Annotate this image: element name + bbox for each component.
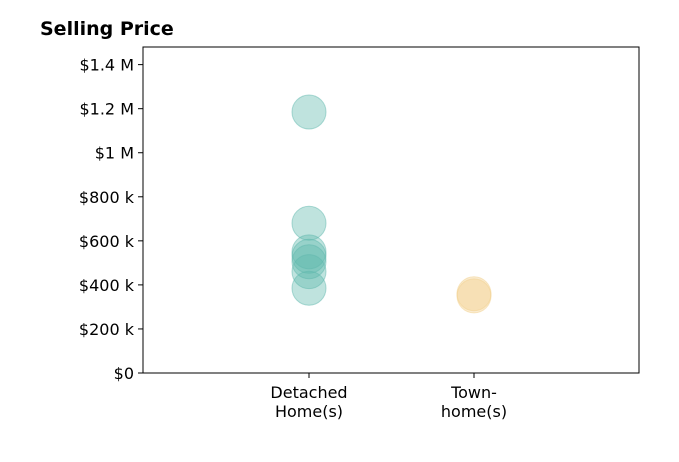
data-point	[291, 205, 327, 241]
data-point	[291, 94, 327, 130]
y-tick-label: $600 k	[79, 232, 135, 251]
y-tick-label: $1.4 M	[79, 56, 134, 75]
x-tick-label: Detached	[270, 383, 347, 402]
y-tick-label: $0	[114, 364, 134, 383]
y-tick-label: $800 k	[79, 188, 135, 207]
x-tick-label: Home(s)	[275, 402, 343, 421]
data-point	[291, 244, 327, 280]
y-tick-label: $1 M	[95, 144, 134, 163]
data-points	[291, 94, 492, 314]
chart-title: Selling Price	[40, 18, 174, 40]
data-point	[291, 234, 327, 270]
data-point	[291, 270, 327, 306]
data-point	[291, 238, 327, 274]
data-point	[456, 278, 492, 314]
y-tick-label: $200 k	[79, 320, 135, 339]
y-tick-label: $400 k	[79, 276, 135, 295]
y-tick-label: $1.2 M	[79, 100, 134, 119]
x-tick-label: Town-	[450, 383, 497, 402]
plot-area-frame	[142, 46, 640, 374]
x-tick-label: home(s)	[441, 402, 507, 421]
y-axis: $0 $200 k $400 k $600 k $800 k $1 M $1.2 M $1.4…	[79, 56, 143, 383]
